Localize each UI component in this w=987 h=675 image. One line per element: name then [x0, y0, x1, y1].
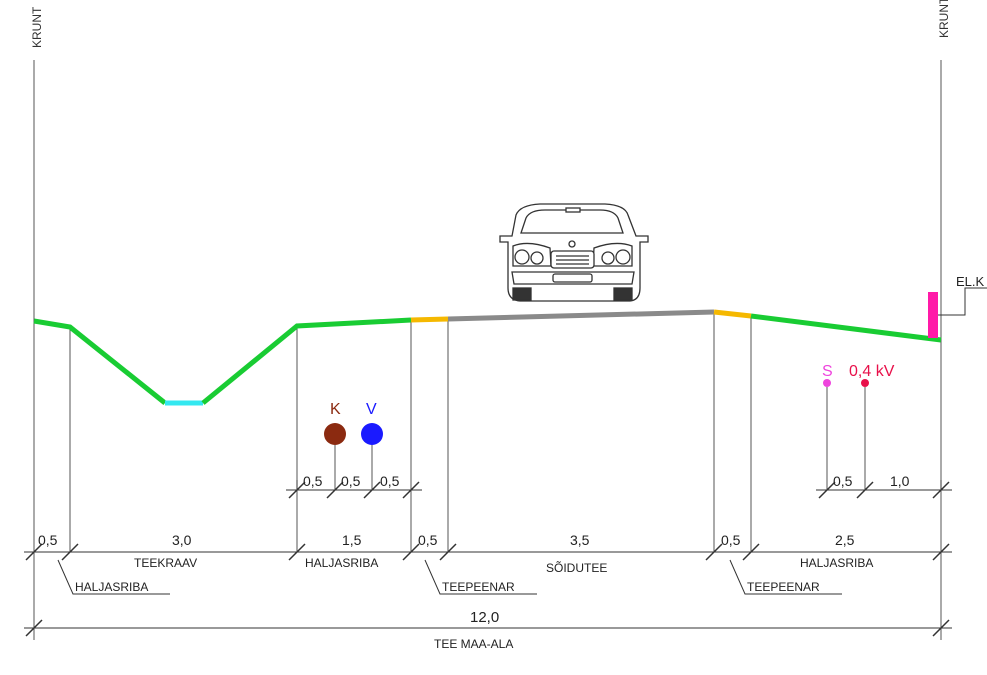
shoulder-left: [410, 316, 449, 323]
dim-teepeenar-right: 0,5: [721, 532, 741, 548]
extension-lines: [69, 312, 752, 552]
dim-v-offset: 0,5: [380, 473, 400, 489]
dim-haljasriba-left: 0,5: [38, 532, 58, 548]
dim-kv-offset: 0,5: [341, 473, 361, 489]
dim-haljasriba-mid: 1,5: [342, 532, 362, 548]
name-teekraav: TEEKRAAV: [134, 556, 197, 570]
utility-k: K: [324, 401, 346, 490]
krunt-left-label: KRUNT: [30, 6, 44, 48]
name-haljasriba-mid: HALJASRIBA: [305, 556, 378, 570]
krunt-right-label: KRUNT: [937, 0, 951, 38]
name-soidutee: SÕIDUTEE: [546, 560, 607, 575]
carriageway: [447, 309, 715, 322]
utility-v: V: [361, 401, 383, 490]
dim-soidutee: 3,5: [570, 532, 590, 548]
green-strip-right: [750, 313, 942, 343]
utility-04kv: 0,4 kV: [849, 363, 895, 490]
ditch-profile: [33, 318, 167, 405]
utility-s-dot: [823, 379, 831, 387]
dimension-row-utilities: [286, 480, 952, 499]
dim-s-offset: 0,5: [833, 473, 853, 489]
name-haljasriba-left: HALJASRIBA: [75, 580, 148, 594]
dimension-row-sections: [24, 543, 952, 561]
ground-profile: [33, 309, 942, 406]
dimension-total: [24, 619, 952, 637]
dim-k-offset: 0,5: [303, 473, 323, 489]
car-icon: [499, 203, 649, 302]
name-teepeenar-right: TEEPEENAR: [747, 580, 820, 594]
name-haljasriba-right: HALJASRIBA: [800, 556, 873, 570]
dim-total: 12,0: [470, 609, 499, 626]
dim-teekraav: 3,0: [172, 532, 192, 548]
utility-s: S: [822, 363, 833, 490]
name-teepeenar-left: TEEPEENAR: [442, 580, 515, 594]
ditch-slope-right: [201, 317, 412, 405]
el-cable-marker: [928, 292, 938, 338]
utility-v-circle: [361, 423, 383, 445]
shoulder-right: [713, 309, 752, 319]
el-k-label: EL.K: [956, 274, 985, 289]
dim-haljasriba-right: 2,5: [835, 532, 855, 548]
dim-04kv-offset: 1,0: [890, 473, 910, 489]
utility-k-circle: [324, 423, 346, 445]
utility-v-label: V: [366, 401, 377, 418]
utility-04kv-label: 0,4 kV: [849, 363, 895, 380]
el-leader-line: [938, 287, 987, 316]
dim-teepeenar-left: 0,5: [418, 532, 438, 548]
leader-lines: [57, 559, 842, 595]
utility-k-label: K: [330, 401, 341, 418]
utility-s-label: S: [822, 363, 833, 380]
utility-04kv-dot: [861, 379, 869, 387]
name-tee-maa-ala: TEE MAA-ALA: [434, 637, 513, 651]
